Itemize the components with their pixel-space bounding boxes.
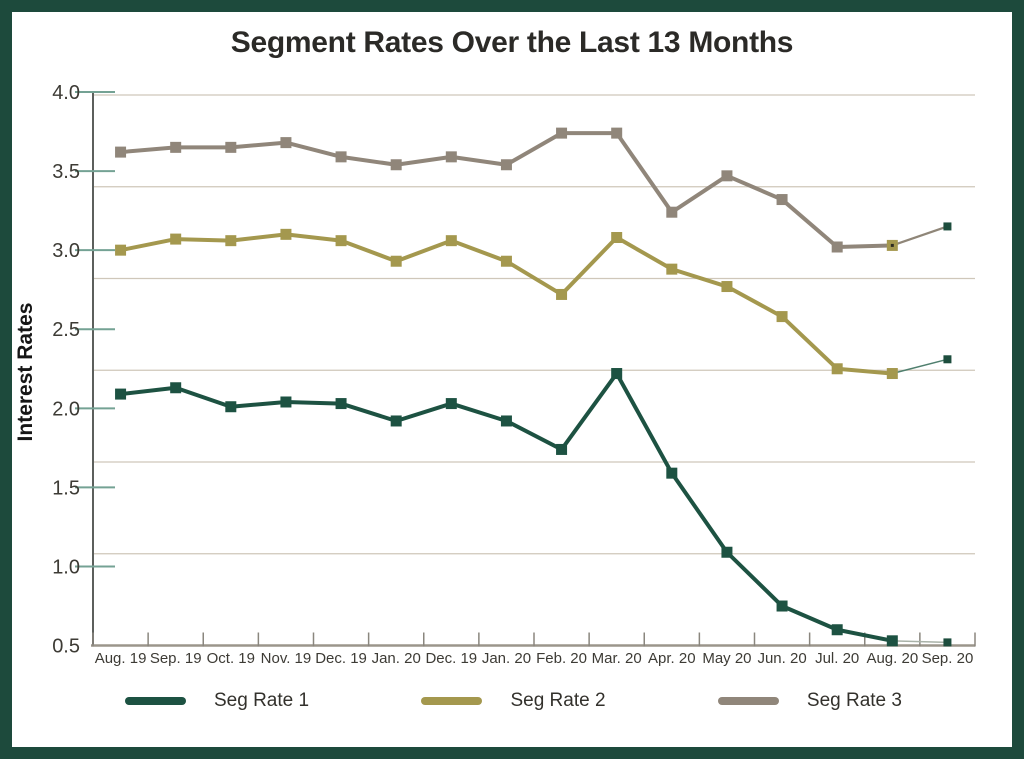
x-tick-label: Sep. 20 (922, 650, 974, 667)
legend-label: Seg Rate 3 (806, 690, 902, 711)
data-point-marker (721, 546, 733, 558)
seg-rate-2-swatch (421, 697, 483, 705)
y-tick-label: 0.5 (52, 636, 80, 658)
data-point-marker (115, 244, 127, 256)
x-tick-label: May 20 (702, 650, 751, 667)
data-point-marker (943, 222, 952, 231)
legend-item-seg-rate-2: Seg Rate 2 (421, 690, 606, 712)
data-point-marker (500, 159, 512, 171)
data-point-marker (280, 137, 292, 149)
data-point-marker (666, 263, 678, 275)
x-tick-label: Sep. 19 (150, 650, 202, 667)
x-tick-label: Feb. 20 (536, 650, 587, 667)
y-tick-label: 4.0 (52, 82, 80, 104)
x-tick-label: Jun. 20 (757, 650, 806, 667)
data-point-marker (280, 396, 292, 408)
data-point-marker (445, 398, 457, 410)
data-point-marker-dot (890, 243, 894, 247)
y-tick-label: 3.0 (52, 240, 80, 262)
data-point-marker (611, 232, 623, 244)
x-tick-label: Dec. 19 (425, 650, 477, 667)
legend-label: Seg Rate 1 (214, 690, 310, 711)
data-point-marker (390, 159, 402, 171)
final-segment (892, 640, 948, 644)
data-point-marker (280, 228, 292, 240)
data-point-marker (831, 363, 843, 375)
x-tick-label: Nov. 19 (261, 650, 312, 667)
data-point-marker (225, 141, 237, 153)
series-line-seg-rate-3 (120, 131, 893, 249)
chart-title: Segment Rates Over the Last 13 Months (230, 26, 794, 59)
data-point-marker (831, 241, 843, 253)
data-point-marker (115, 146, 127, 158)
data-point-marker (666, 206, 678, 218)
data-point-marker (611, 368, 623, 380)
data-point-marker (556, 288, 568, 300)
data-point-marker (721, 170, 733, 182)
y-tick-label: 2.0 (52, 398, 80, 420)
series-line-seg-rate-2 (120, 232, 893, 376)
data-point-marker (335, 151, 347, 163)
y-tick-label: 1.0 (52, 556, 80, 578)
data-point-marker (170, 141, 182, 153)
x-tick-label: Dec. 19 (315, 650, 367, 667)
y-tick-label: 3.5 (52, 161, 80, 183)
x-tick-label: Aug. 20 (866, 650, 918, 667)
final-segment (892, 358, 948, 375)
legend-label: Seg Rate 2 (510, 690, 606, 711)
chart-card: Segment Rates Over the Last 13 Months In… (12, 12, 1012, 747)
data-point-marker (831, 624, 843, 636)
segment-rates-chart: 4.0 3.5 3.0 2.5 2.0 1.5 1.0 0.5 Aug. 19 Sep. 19 Oc… (52, 82, 976, 667)
data-point-marker (500, 415, 512, 427)
data-point-marker (776, 194, 788, 206)
seg-rate-3-swatch (717, 697, 779, 705)
data-point-marker (556, 127, 568, 139)
chart-legend: Seg Rate 1 Seg Rate 2 Seg Rate 3 (125, 686, 902, 716)
data-point-marker (776, 311, 788, 323)
data-point-marker (943, 638, 952, 647)
x-tick-label: Mar. 20 (592, 650, 642, 667)
x-tick-label: Apr. 20 (648, 650, 696, 667)
x-tick-label: Jul. 20 (815, 650, 859, 667)
x-tick-label: Aug. 19 (95, 650, 147, 667)
data-point-marker (170, 382, 182, 394)
data-point-marker (390, 255, 402, 267)
data-point-marker (666, 467, 678, 479)
data-point-marker (886, 635, 898, 647)
data-point-marker (335, 235, 347, 247)
seg-rate-1-swatch (125, 697, 186, 705)
final-segment (891, 225, 948, 247)
x-tick-label: Jan. 20 (482, 650, 531, 667)
data-point-marker (776, 600, 788, 612)
y-tick-label: 2.5 (52, 319, 80, 341)
data-point-marker (611, 127, 623, 139)
legend-item-seg-rate-3: Seg Rate 3 (717, 690, 902, 712)
data-point-marker (886, 368, 898, 380)
data-point-marker (170, 233, 182, 245)
data-point-marker (500, 255, 512, 267)
data-point-marker (721, 281, 733, 293)
series-line-seg-rate-1 (120, 371, 893, 643)
data-point-marker (556, 443, 568, 455)
data-point-marker (115, 388, 127, 400)
data-point-marker (225, 401, 237, 413)
data-point-marker (390, 415, 402, 427)
y-tick-label: 1.5 (52, 477, 80, 499)
data-point-marker (445, 151, 457, 163)
legend-item-seg-rate-1: Seg Rate 1 (125, 690, 309, 712)
x-tick-label: Jan. 20 (372, 650, 421, 667)
data-point-marker (445, 235, 457, 247)
data-point-marker (335, 398, 347, 410)
data-point-marker (943, 355, 952, 364)
x-tick-label: Oct. 19 (207, 650, 255, 667)
data-point-marker (225, 235, 237, 247)
